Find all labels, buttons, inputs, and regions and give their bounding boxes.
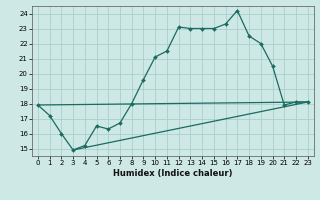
X-axis label: Humidex (Indice chaleur): Humidex (Indice chaleur) [113,169,233,178]
